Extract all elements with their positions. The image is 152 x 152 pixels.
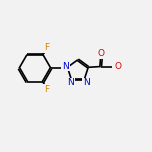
Text: N: N [67,78,74,87]
Text: F: F [44,85,49,94]
Text: O: O [115,62,122,71]
Text: N: N [83,78,90,87]
Text: N: N [62,62,69,71]
Text: F: F [44,43,49,52]
Text: O: O [98,49,105,58]
